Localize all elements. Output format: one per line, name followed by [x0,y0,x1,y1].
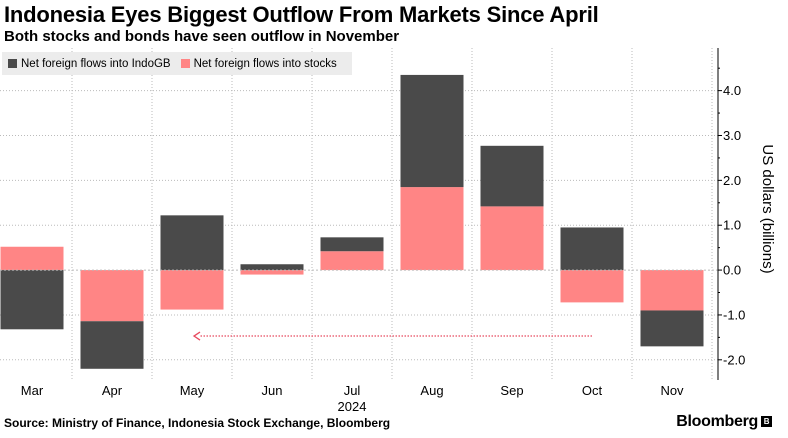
x-tick-label: Mar [21,383,44,398]
bars [0,74,704,369]
bar-stocks-mar [0,246,64,271]
bar-indogb-sep [480,145,544,207]
chart-subtitle: Both stocks and bonds have seen outflow … [4,28,400,45]
y-tick-label: 1.0 [723,218,741,233]
source-note: Source: Ministry of Finance, Indonesia S… [4,416,391,430]
gridlines [0,48,718,380]
bar-stocks-jul [320,251,384,271]
legend-item-stocks: Net foreign flows into stocks [180,57,337,70]
annotation-layer [192,331,592,341]
bar-stocks-nov [640,270,704,311]
bar-stocks-sep [480,206,544,271]
bar-stocks-jun [240,270,304,275]
y-tick-label: -2.0 [723,352,745,367]
bar-stocks-apr [80,270,144,322]
y-tick-label: 3.0 [723,128,741,143]
x-tick-label: Sep [500,383,523,398]
bloomberg-logo: Bloomberg B [676,413,772,431]
bar-indogb-mar [0,270,64,330]
x-tick-label: Oct [582,383,603,398]
x-year-label: 2024 [338,399,367,414]
bar-indogb-aug [400,74,464,188]
legend-item-bonds: Net foreign flows into IndoGB [8,58,171,70]
bar-indogb-oct [560,227,624,271]
bar-indogb-may [160,215,224,271]
bar-stocks-may [160,270,224,310]
legend: Net foreign flows into IndoGB Net foreig… [2,52,352,75]
bar-indogb-nov [640,310,704,347]
x-tick-label: May [180,383,205,398]
bloomberg-mark-icon: B [761,416,772,428]
y-tick-label: 0.0 [723,263,741,278]
brand-name: Bloomberg [676,413,758,430]
axis-layer: 4.0 3.0 2.0 1.0 0.0 -1.0 -2.0 US dollars (billi… [21,48,776,414]
chart-title: Indonesia Eyes Biggest Outflow From Mark… [4,2,599,27]
bar-indogb-apr [80,321,144,369]
y-axis-label: US dollars (billions) [759,144,776,273]
y-tick-label: 2.0 [723,173,741,188]
x-tick-label: Nov [660,383,684,398]
bar-indogb-jul [320,237,384,252]
x-tick-label: Jul [344,383,361,398]
annotation-arrow-head [192,331,201,341]
y-tick-label: -1.0 [723,307,745,322]
y-tick-label: 4.0 [723,83,741,98]
bar-stocks-oct [560,270,624,303]
x-tick-label: Jun [262,383,283,398]
legend-swatch-bonds [8,59,17,68]
x-tick-label: Aug [420,383,443,398]
bar-stocks-aug [400,187,464,271]
x-tick-label: Apr [102,383,123,398]
legend-label-stocks: Net foreign flows into stocks [193,57,337,70]
legend-label-bonds: Net foreign flows into IndoGB [21,57,171,70]
bar-indogb-jun [240,264,304,271]
legend-swatch-stocks [180,59,190,68]
